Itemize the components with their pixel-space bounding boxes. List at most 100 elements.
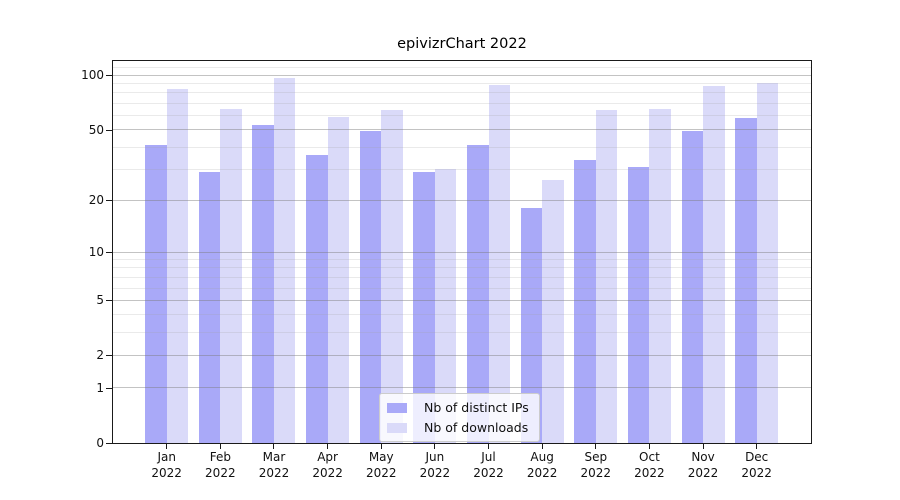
x-tick-year: 2022 (526, 465, 558, 480)
x-tick-label-oct: Oct 2022 (619, 450, 679, 481)
x-tick-month: Jan (157, 450, 176, 464)
x-tick-year: 2022 (365, 465, 397, 480)
x-tick-mark-jun (434, 444, 436, 449)
x-tick-label-jan: Jan 2022 (137, 450, 197, 481)
y-tick-label-100: 100 (81, 68, 104, 83)
x-tick-year: 2022 (258, 465, 290, 480)
legend-swatch-downloads (387, 422, 407, 433)
bar-distinct-ips-feb (198, 172, 221, 443)
legend-label-distinct-ips: Nb of distinct IPs (424, 400, 529, 415)
x-tick-mark-sep (595, 444, 597, 449)
chart-title: epivizrChart 2022 (397, 36, 527, 52)
y-tick-mark-20 (106, 200, 112, 202)
bar-downloads-jan (166, 89, 189, 443)
x-tick-mark-mar (273, 444, 275, 449)
bars-layer (113, 61, 811, 443)
y-tick-label-2: 2 (96, 348, 104, 363)
y-tick-mark-1 (106, 387, 112, 389)
y-tick-label-10: 10 (88, 245, 104, 259)
bar-distinct-ips-may (359, 131, 382, 443)
gridline-major-50 (113, 129, 811, 131)
legend-swatch-distinct-ips (387, 402, 407, 413)
y-tick-mark-2 (106, 355, 112, 357)
x-tick-label-may: May 2022 (351, 450, 411, 481)
x-tick-label-apr: Apr 2022 (298, 450, 358, 481)
x-tick-mark-jul (488, 444, 490, 449)
x-tick-mark-apr (327, 444, 329, 449)
x-tick-mark-feb (219, 444, 221, 449)
x-tick-month: Feb (209, 450, 231, 464)
x-tick-label-aug: Aug 2022 (512, 450, 572, 481)
gridline-minor-9 (113, 259, 811, 261)
x-tick-label-mar: Mar 2022 (244, 450, 304, 481)
x-tick-year: 2022 (419, 465, 451, 480)
bar-downloads-feb (220, 109, 242, 443)
bar-distinct-ips-sep (574, 159, 596, 443)
gridline-major-1 (113, 387, 811, 389)
x-tick-year: 2022 (151, 465, 182, 480)
x-tick-month: Dec (745, 450, 769, 464)
bar-distinct-ips-aug (520, 208, 543, 443)
y-tick-label-5: 5 (96, 293, 104, 308)
gridline-major-5 (113, 299, 811, 301)
gridline-minor-70 (113, 102, 811, 104)
bar-downloads-may (381, 110, 403, 443)
bar-distinct-ips-mar (252, 125, 274, 443)
x-tick-year: 2022 (312, 465, 343, 480)
bar-distinct-ips-jan (145, 145, 167, 443)
y-tick-mark-0 (106, 443, 112, 444)
bar-distinct-ips-jul (467, 145, 489, 443)
bar-distinct-ips-apr (306, 155, 328, 443)
bar-downloads-jun (434, 169, 457, 443)
x-tick-mark-may (380, 444, 382, 449)
y-tick-label-0: 0 (96, 436, 104, 450)
bar-downloads-oct (649, 109, 671, 443)
bar-distinct-ips-oct (627, 166, 650, 443)
gridline-major-20 (113, 199, 811, 201)
bar-downloads-nov (703, 86, 725, 443)
x-tick-year: 2022 (473, 465, 504, 480)
gridline-minor-90 (113, 83, 811, 85)
y-tick-mark-100 (106, 75, 112, 77)
gridline-minor-110 (113, 67, 811, 69)
x-tick-mark-jan (166, 444, 168, 449)
x-tick-year: 2022 (687, 465, 719, 480)
x-tick-year: 2022 (741, 465, 772, 480)
x-tick-mark-aug (541, 444, 543, 449)
x-tick-label-jun: Jun 2022 (405, 450, 465, 481)
gridline-minor-7 (113, 276, 811, 278)
x-tick-month: Oct (639, 450, 660, 464)
x-tick-label-dec: Dec 2022 (727, 450, 787, 481)
x-tick-month: May (368, 450, 394, 464)
x-tick-month: Mar (262, 450, 286, 464)
gridline-major-10 (113, 251, 811, 253)
y-tick-mark-50 (106, 129, 112, 131)
bar-downloads-jul (488, 85, 511, 443)
gridline-minor-8 (113, 267, 811, 269)
x-tick-month: Jun (425, 450, 445, 464)
x-tick-month: Jul (481, 450, 496, 464)
legend-label-downloads: Nb of downloads (424, 420, 529, 435)
gridline-minor-3 (113, 332, 811, 334)
bar-downloads-sep (595, 110, 618, 443)
x-tick-month: Aug (530, 450, 554, 464)
gridline-minor-6 (113, 287, 811, 289)
bar-downloads-dec (756, 82, 779, 443)
x-tick-label-jul: Jul 2022 (459, 450, 519, 481)
bar-downloads-mar (273, 77, 296, 443)
bar-distinct-ips-dec (735, 118, 757, 443)
gridline-minor-80 (113, 92, 811, 94)
x-tick-mark-nov (702, 444, 704, 449)
bar-downloads-apr (327, 116, 350, 443)
x-tick-month: Sep (584, 450, 608, 464)
x-tick-year: 2022 (580, 465, 612, 480)
bar-distinct-ips-nov (681, 131, 704, 443)
legend: Nb of distinct IPs Nb of downloads (379, 393, 540, 442)
gridline-major-100 (113, 74, 811, 76)
x-tick-month: Nov (691, 450, 715, 464)
gridline-minor-4 (113, 314, 811, 316)
x-tick-mark-oct (648, 444, 650, 449)
gridline-minor-30 (113, 168, 811, 170)
x-tick-label-feb: Feb 2022 (190, 450, 250, 481)
